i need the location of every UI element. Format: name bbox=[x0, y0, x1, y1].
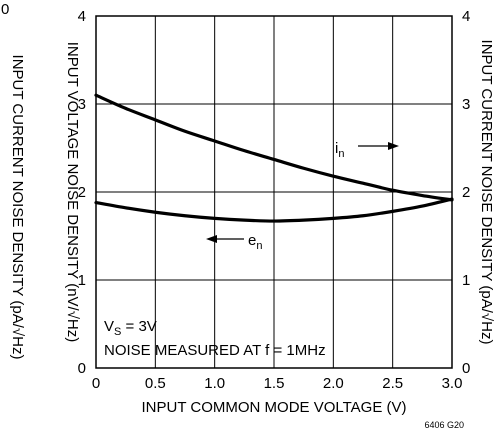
y-axis-label-far-left: INPUT CURRENT NOISE DENSITY (pA/√Hz) bbox=[9, 55, 26, 360]
x-tick-label: 2.5 bbox=[382, 375, 403, 392]
x-tick-label: 1.5 bbox=[264, 375, 285, 392]
vs-annotation: VS = 3V bbox=[104, 318, 157, 338]
x-tick-labels: 0 0.5 1.0 1.5 2.0 2.5 3.0 bbox=[92, 375, 463, 392]
vs-annotation-main: V bbox=[104, 318, 114, 335]
series-label-in: in bbox=[335, 140, 399, 160]
y-tick-label-right: 3 bbox=[462, 96, 470, 113]
y-tick-label-right: 2 bbox=[462, 184, 470, 201]
y-tick-label-left: 0 bbox=[78, 360, 86, 377]
y-tick-labels-right: 0 1 2 3 4 bbox=[462, 8, 470, 377]
svg-text:en: en bbox=[248, 232, 262, 252]
x-tick-label: 1.0 bbox=[204, 375, 225, 392]
series-label-en: en bbox=[206, 232, 262, 252]
y-tick-labels-left: 0 1 2 3 4 bbox=[78, 8, 86, 377]
y-tick-label-left: 3 bbox=[78, 96, 86, 113]
svg-text:in: in bbox=[335, 140, 344, 160]
y-axis-label-right: INPUT CURRENT NOISE DENSITY (pA/√Hz) bbox=[478, 40, 495, 345]
noise-annotation: NOISE MEASURED AT f = 1MHz bbox=[104, 342, 326, 359]
y-tick-label-left: 2 bbox=[78, 184, 86, 201]
x-tick-label: 0 bbox=[92, 375, 100, 392]
y-tick-label-left: 1 bbox=[78, 272, 86, 289]
x-tick-label: 2.0 bbox=[323, 375, 344, 392]
far-left-tick-label: 0 bbox=[1, 1, 9, 18]
series-label-in-main: i bbox=[335, 140, 338, 157]
series-layer bbox=[94, 93, 454, 223]
series-line-in bbox=[94, 93, 454, 202]
figure-id: 6406 G20 bbox=[424, 420, 464, 430]
y-axis-label-left: INPUT VOLTAGE NOISE DENSITY (nV/√Hz) bbox=[64, 42, 81, 343]
vs-annotation-sub: S bbox=[114, 326, 121, 338]
arrow-en-head bbox=[206, 235, 217, 243]
series-label-en-main: e bbox=[248, 232, 256, 249]
x-tick-label: 3.0 bbox=[442, 375, 463, 392]
plot-frame bbox=[95, 15, 453, 369]
vs-annotation-value: = 3V bbox=[121, 318, 156, 335]
y-tick-label-right: 1 bbox=[462, 272, 470, 289]
arrow-in-head bbox=[388, 142, 399, 150]
x-tick-label: 0.5 bbox=[145, 375, 166, 392]
series-label-in-sub: n bbox=[338, 148, 344, 160]
grid bbox=[96, 16, 452, 368]
y-tick-label-right: 0 bbox=[462, 360, 470, 377]
y-tick-label-right: 4 bbox=[462, 8, 470, 25]
x-axis-label: INPUT COMMON MODE VOLTAGE (V) bbox=[141, 399, 406, 416]
series-label-en-sub: n bbox=[256, 240, 262, 252]
series-line-en bbox=[94, 197, 454, 223]
y-tick-label-left: 4 bbox=[78, 8, 86, 25]
